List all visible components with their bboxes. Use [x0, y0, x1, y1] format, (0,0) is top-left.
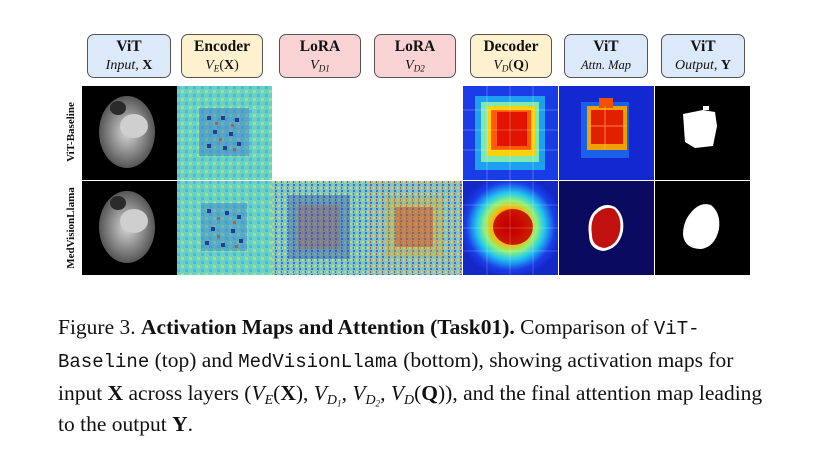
header-decoder: Decoder VD(Q) — [470, 34, 552, 78]
tile-mvl-lora1 — [272, 181, 367, 275]
row-label-medvisionllama: MedVisionLlama — [65, 187, 77, 269]
tile-mvl-attn — [559, 181, 654, 275]
header-subtitle: VD(Q) — [493, 58, 529, 74]
header-vit-input: ViT Input, X — [87, 34, 171, 78]
header-title: Encoder — [194, 38, 250, 55]
header-title: Decoder — [483, 38, 539, 55]
header-subtitle: Output, Y — [674, 58, 731, 73]
header-title: ViT — [690, 38, 716, 55]
tile-mvl-decoder — [463, 181, 558, 275]
header-subtitle: Input, X — [105, 58, 153, 73]
header-title: LoRA — [394, 38, 436, 55]
header-encoder: Encoder VE(X) — [181, 34, 263, 78]
header-subtitle: VE(X) — [205, 58, 239, 74]
tile-mvl-output — [655, 181, 750, 275]
code-medvisionllama: MedVisionLlama — [238, 351, 398, 373]
tile-mvl-encoder — [177, 181, 272, 275]
header-subtitle: VD2 — [405, 58, 425, 74]
header-lora-1: LoRA VD1 — [279, 34, 361, 78]
tile-baseline-attn — [559, 86, 654, 180]
tile-baseline-encoder — [177, 86, 272, 180]
header-title: ViT — [116, 38, 142, 55]
header-subtitle: VD1 — [310, 58, 330, 74]
header-subtitle: Attn. Map — [581, 58, 631, 72]
caption-title: Activation Maps and Attention (Task01). — [141, 315, 515, 339]
header-vit-attn: ViT Attn. Map — [564, 34, 648, 78]
header-vit-output: ViT Output, Y — [661, 34, 745, 78]
tile-baseline-decoder — [463, 86, 558, 180]
header-lora-2: LoRA VD2 — [374, 34, 456, 78]
tile-mvl-input — [82, 181, 177, 275]
tile-mvl-lora2 — [367, 181, 462, 275]
tile-baseline-output — [655, 86, 750, 180]
tile-baseline-input — [82, 86, 177, 180]
row-label-baseline: ViT-Baseline — [65, 102, 77, 162]
code-vit-baseline: ViT-Baseline — [58, 318, 700, 373]
header-title: ViT — [593, 38, 619, 55]
figure-caption: Figure 3. Activation Maps and Attention … — [58, 315, 763, 436]
figure-label: Figure 3. — [58, 315, 136, 339]
header-title: LoRA — [299, 38, 341, 55]
